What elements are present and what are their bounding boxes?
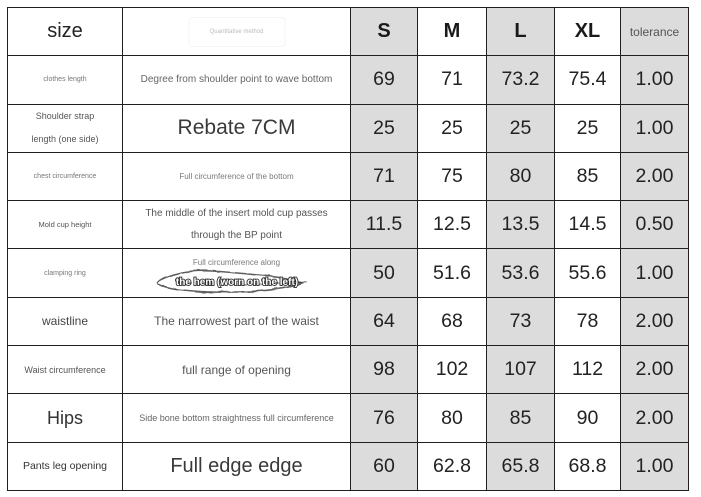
svg-text:the hem (worn on the left): the hem (worn on the left) xyxy=(175,277,297,288)
